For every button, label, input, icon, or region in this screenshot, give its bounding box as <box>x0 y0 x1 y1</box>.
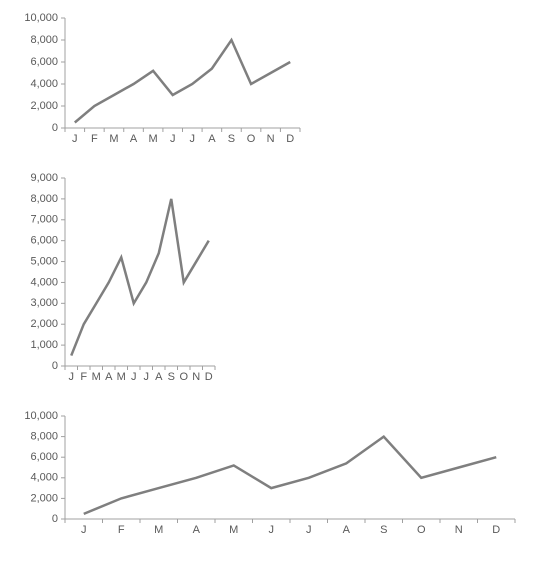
y-tick-label: 6,000 <box>30 56 58 68</box>
x-tick-label: J <box>170 133 176 145</box>
x-tick-label: D <box>205 371 213 383</box>
line-chart-3: 0 2,000 4,000 6,000 8,000 10,000 J F M A M J J A S O N D <box>10 408 525 543</box>
y-tick-label: 4,000 <box>30 472 58 484</box>
y-tick-label: 5,000 <box>30 255 58 267</box>
y-tick-label: 4,000 <box>30 276 58 288</box>
y-tick-label: 10,000 <box>24 12 58 24</box>
y-tick-label: 0 <box>52 513 58 525</box>
x-tick-label: J <box>131 371 137 383</box>
line-chart-1: 02,0004,0006,0008,00010,000JFMAMJJASOND <box>10 10 525 150</box>
x-tick-label: M <box>149 133 158 145</box>
x-tick-label: N <box>192 371 200 383</box>
x-tick-label: J <box>144 371 150 383</box>
x-tick-label: M <box>109 133 118 145</box>
x-tick-label: M <box>92 371 101 383</box>
x-tick-label: O <box>417 524 426 536</box>
x-tick-label: O <box>247 133 256 145</box>
x-tick-label: D <box>492 524 500 536</box>
x-tick-label: A <box>343 524 351 536</box>
x-tick-label: S <box>168 371 175 383</box>
y-tick-label: 10,000 <box>24 410 58 422</box>
x-tick-label: M <box>117 371 126 383</box>
x-tick-label: M <box>154 524 163 536</box>
x-tick-label: J <box>190 133 196 145</box>
x-tick-label: S <box>228 133 235 145</box>
y-tick-label: 1,000 <box>30 339 58 351</box>
x-tick-label: O <box>179 371 188 383</box>
x-tick-label: D <box>286 133 294 145</box>
y-tick-label: 3,000 <box>30 297 58 309</box>
series-line <box>71 199 209 356</box>
x-tick-label: J <box>72 133 78 145</box>
y-tick-label: 7,000 <box>30 214 58 226</box>
y-tick-label: 2,000 <box>30 318 58 330</box>
y-tick-label: 0 <box>52 122 58 134</box>
x-tick-label: A <box>105 371 113 383</box>
x-tick-label: A <box>193 524 201 536</box>
x-tick-label: A <box>208 133 216 145</box>
x-tick-label: J <box>306 524 312 536</box>
x-tick-label: J <box>69 371 75 383</box>
series-line <box>84 437 497 514</box>
line-chart-2: 0 1,000 2,000 3,000 4,000 5,000 6,000 7,000 8,00… <box>10 170 525 388</box>
y-tick-label: 8,000 <box>30 193 58 205</box>
y-tick-label: 0 <box>52 360 58 372</box>
y-tick-label: 2,000 <box>30 492 58 504</box>
y-tick-label: 6,000 <box>30 235 58 247</box>
x-tick-label: A <box>130 133 138 145</box>
x-tick-label: M <box>229 524 238 536</box>
x-tick-label: J <box>81 524 87 536</box>
x-tick-label: N <box>267 133 275 145</box>
x-tick-label: F <box>80 371 87 383</box>
y-tick-label: 8,000 <box>30 431 58 443</box>
y-tick-label: 9,000 <box>30 172 58 184</box>
y-tick-label: 2,000 <box>30 100 58 112</box>
x-tick-label: J <box>269 524 275 536</box>
series-line <box>75 40 290 123</box>
x-tick-label: A <box>155 371 163 383</box>
y-tick-label: 4,000 <box>30 78 58 90</box>
x-tick-label: F <box>118 524 125 536</box>
x-tick-label: N <box>455 524 463 536</box>
y-tick-label: 8,000 <box>30 34 58 46</box>
x-tick-label: F <box>91 133 98 145</box>
x-tick-label: S <box>380 524 387 536</box>
y-tick-label: 6,000 <box>30 451 58 463</box>
